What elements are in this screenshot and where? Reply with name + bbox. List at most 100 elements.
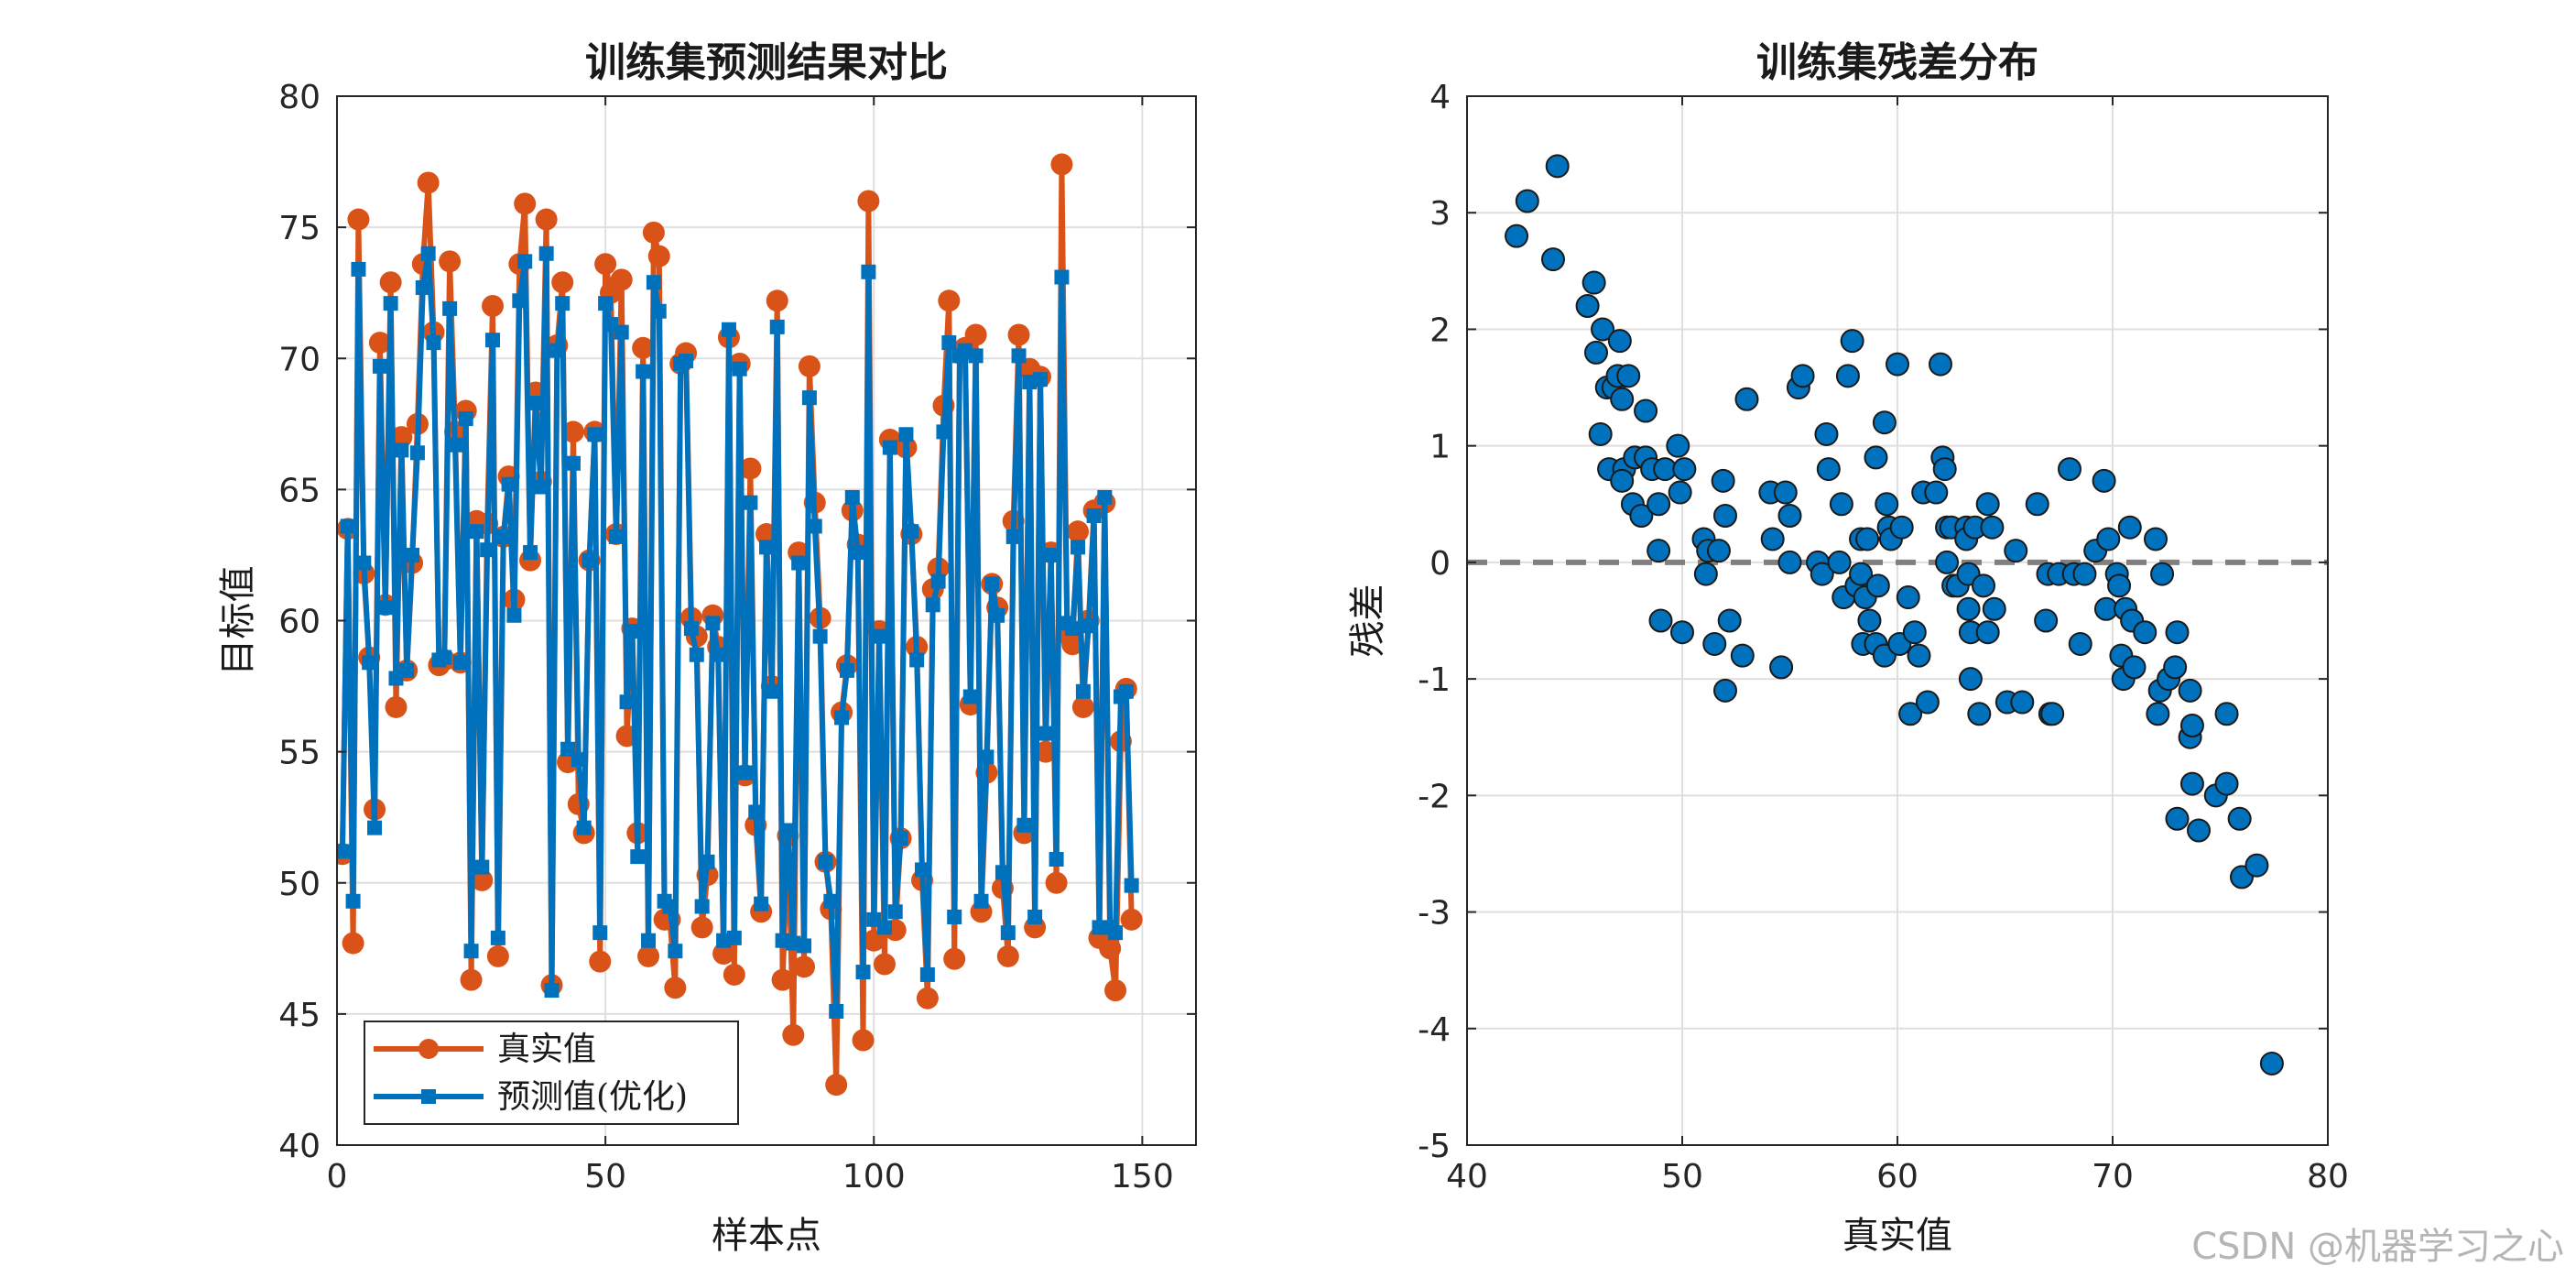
data-point-predicted — [490, 930, 505, 945]
scatter-point — [1816, 457, 1841, 482]
line-chart: 0 50 100 150 40 45 50 55 60 65 70 75 80 训练集预测结果对比 样… — [217, 39, 1197, 1257]
data-point-predicted — [345, 893, 361, 909]
scatter-point — [2187, 818, 2211, 843]
data-point-predicted — [844, 489, 860, 505]
y-axis: -5 -4 -3 -2 -1 0 1 2 3 4 — [1418, 79, 2328, 1165]
scatter-point — [1581, 270, 1606, 295]
data-point-predicted — [700, 854, 715, 869]
data-point-predicted — [748, 804, 764, 820]
data-point-predicted — [909, 652, 925, 668]
scatter-point — [1975, 620, 2000, 645]
legend-label-actual: 真实值 — [497, 1031, 596, 1068]
scatter-point — [1588, 421, 1613, 446]
data-point-predicted — [979, 749, 995, 765]
x-tick-label: 50 — [584, 1158, 626, 1195]
y-axis: 40 45 50 55 60 65 70 75 80 — [278, 79, 1196, 1165]
data-point-predicted — [839, 662, 854, 678]
scatter-point — [2122, 655, 2147, 680]
data-point-predicted — [1032, 372, 1048, 387]
legend: 真实值 预测值(优化) — [364, 1021, 739, 1125]
data-point-predicted — [1097, 489, 1113, 505]
data-point-actual — [863, 929, 886, 952]
data-point-predicted — [383, 296, 398, 311]
plot-area — [1467, 154, 2328, 1075]
data-point-predicted — [367, 820, 383, 835]
data-point-predicted — [936, 424, 951, 440]
scatter-point — [1591, 317, 1615, 342]
data-point-actual — [379, 271, 402, 294]
data-point-predicted — [340, 518, 355, 534]
data-point-actual — [1061, 633, 1084, 656]
data-point-predicted — [1011, 348, 1027, 364]
data-point-predicted — [947, 909, 962, 924]
y-tick-label: -2 — [1418, 778, 1451, 815]
scatter-point — [1967, 702, 1992, 726]
scatter-point — [2092, 468, 2116, 493]
data-point-predicted — [442, 300, 458, 316]
data-point-predicted — [769, 319, 785, 334]
y-tick-label: 1 — [1429, 429, 1451, 466]
x-axis: 40 50 60 70 80 — [1446, 96, 2349, 1195]
data-point-predicted — [415, 279, 430, 295]
data-point-predicted — [420, 246, 436, 261]
scatter-point — [1810, 562, 1834, 586]
data-point-predicted — [619, 694, 635, 710]
data-point-actual — [1034, 740, 1057, 763]
data-point-predicted — [898, 427, 914, 442]
data-point-predicted — [592, 925, 608, 941]
scatter-point — [2178, 678, 2202, 703]
watermark: CSDN @机器学习之心 — [2191, 1226, 2564, 1268]
data-point-predicted — [823, 893, 839, 909]
data-point-predicted — [764, 683, 779, 699]
scatter-point — [1666, 433, 1690, 458]
data-point-predicted — [990, 607, 1005, 623]
data-point-predicted — [356, 555, 372, 571]
scatter-point — [1706, 539, 1731, 563]
scatter-point — [1730, 643, 1755, 668]
y-tick-label: -4 — [1418, 1011, 1451, 1049]
data-point-predicted — [394, 442, 409, 458]
data-point-actual — [873, 953, 896, 976]
data-point-predicted — [1016, 817, 1032, 833]
scatter-point — [2072, 562, 2097, 586]
scatter-point — [1857, 608, 1882, 633]
data-point-predicted — [925, 597, 940, 613]
y-tick-label: 40 — [278, 1128, 321, 1165]
scatter-point — [1907, 643, 1931, 668]
data-point-predicted — [689, 647, 704, 662]
y-tick-label: 75 — [278, 210, 321, 247]
data-point-actual — [798, 355, 821, 377]
y-tick-label: 4 — [1429, 79, 1451, 116]
data-point-predicted — [1054, 269, 1070, 285]
data-point-actual — [632, 336, 655, 359]
data-point-predicted — [426, 335, 441, 351]
scatter-point — [1647, 492, 1671, 517]
scatter-point — [1629, 504, 1654, 528]
legend-label-predicted: 预测值(优化) — [497, 1078, 688, 1116]
data-point-predicted — [463, 944, 479, 959]
y-tick-label: -1 — [1418, 661, 1451, 699]
y-tick-label: -5 — [1418, 1128, 1451, 1165]
data-point-predicted — [876, 920, 892, 935]
data-point-predicted — [582, 552, 597, 568]
data-point-predicted — [662, 899, 678, 914]
scatter-point — [1915, 690, 1940, 715]
scatter-point — [1584, 340, 1608, 365]
data-point-actual — [642, 221, 665, 244]
scatter-point — [1773, 480, 1798, 505]
data-point-predicted — [812, 628, 828, 644]
data-point-predicted — [807, 518, 822, 534]
y-tick-label: 2 — [1429, 311, 1451, 349]
scatter-point — [1647, 539, 1671, 563]
scatter-point — [1972, 573, 1995, 598]
x-axis: 0 50 100 150 — [327, 96, 1174, 1195]
scatter-point — [2259, 1051, 2284, 1075]
data-point-predicted — [968, 348, 984, 364]
data-point-actual — [460, 968, 483, 991]
x-tick-label: 60 — [1876, 1158, 1918, 1195]
scatter-point — [2179, 714, 2204, 737]
y-tick-label: 3 — [1429, 195, 1451, 233]
data-point-predicted — [362, 655, 377, 671]
chart-title: 训练集预测结果对比 — [585, 39, 948, 86]
data-point-actual — [439, 250, 462, 273]
